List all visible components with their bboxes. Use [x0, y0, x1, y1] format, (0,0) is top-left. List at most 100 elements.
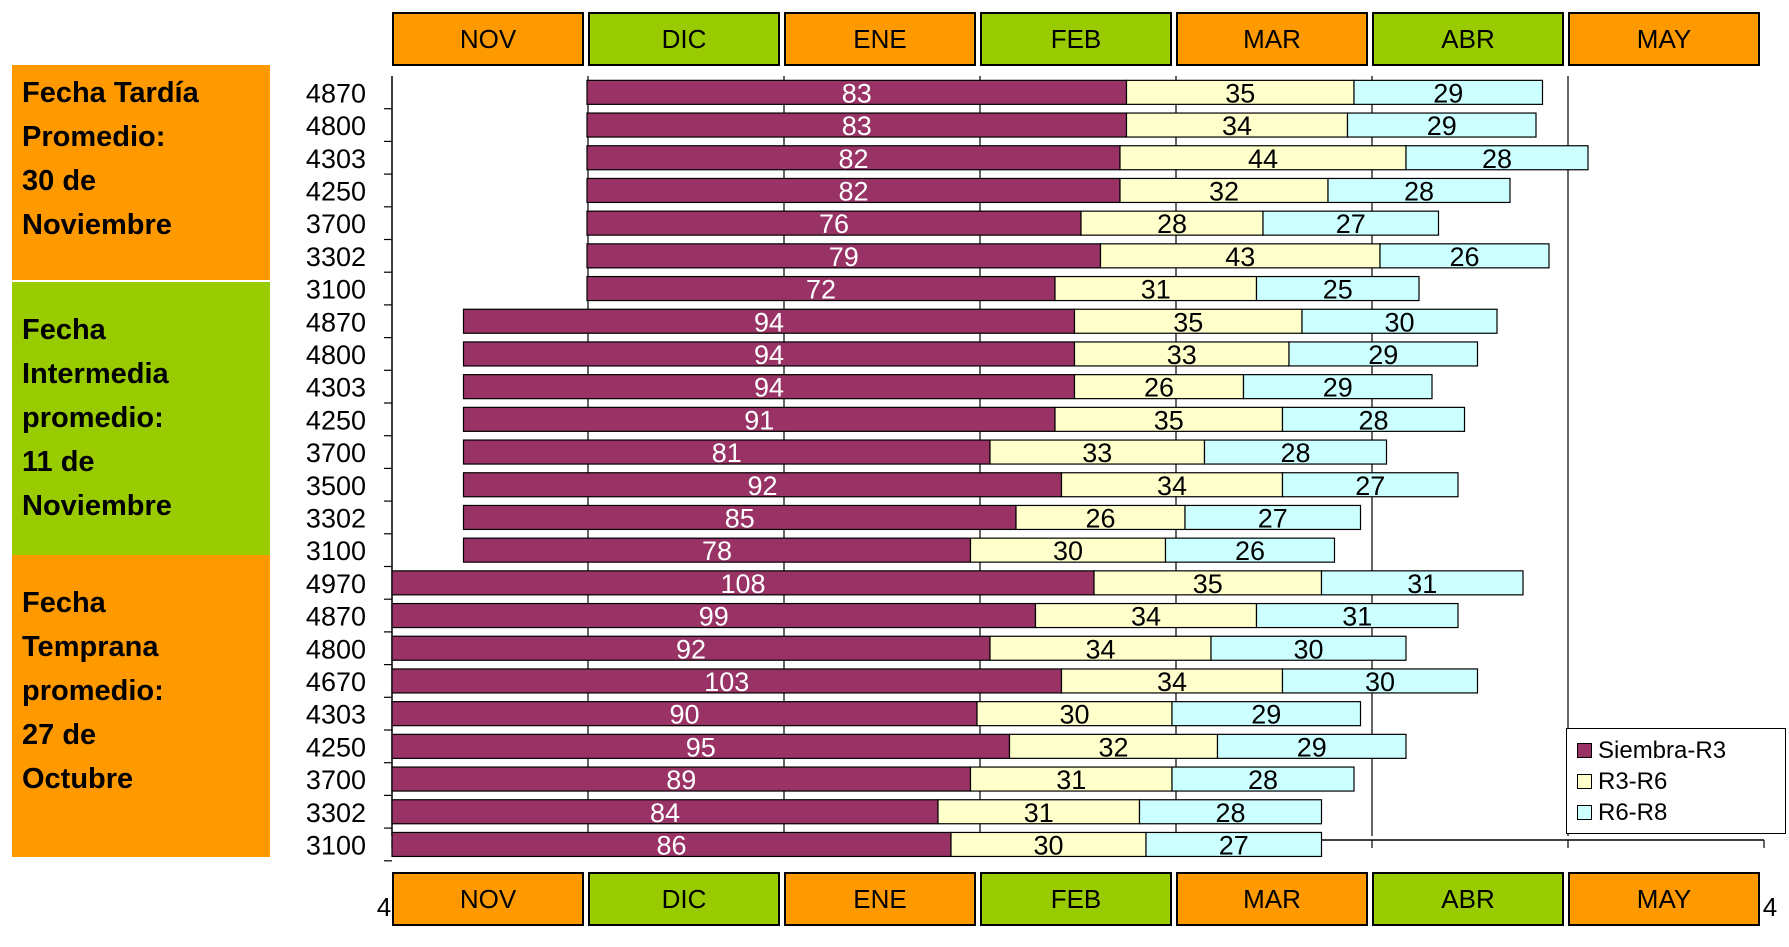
data-label: 99 — [699, 602, 729, 632]
data-label: 31 — [1141, 275, 1171, 305]
bar-segment — [462, 472, 1063, 498]
bar-segment — [950, 831, 1147, 858]
legend-swatch — [1577, 805, 1592, 820]
bar-segment — [462, 406, 1056, 432]
data-label: 28 — [1358, 405, 1388, 435]
bar-segment — [1073, 308, 1303, 334]
bar-segment — [1145, 831, 1323, 858]
data-label: 76 — [819, 209, 849, 239]
bar-segment — [391, 799, 939, 825]
group-label-line: 11 de — [22, 446, 95, 478]
legend-item: Siembra-R3 — [1577, 735, 1775, 766]
data-label: 35 — [1225, 78, 1255, 108]
data-label: 32 — [1209, 176, 1239, 206]
data-label: 30 — [1384, 307, 1414, 337]
category-label: 3302 — [306, 242, 366, 272]
bar-segment — [1281, 668, 1479, 694]
bar-segment — [1281, 406, 1466, 432]
bar-segment — [1405, 145, 1589, 171]
data-label: 34 — [1157, 471, 1187, 501]
data-label: 35 — [1154, 405, 1184, 435]
category-label: 4250 — [306, 405, 366, 435]
group-label-line: Promedio: — [22, 121, 166, 153]
data-label: 29 — [1368, 340, 1398, 370]
bar-segment — [1281, 472, 1459, 498]
bar-segment — [1125, 112, 1349, 138]
bar-segment — [1171, 701, 1362, 727]
legend-swatch — [1577, 774, 1592, 789]
legend-label: Siembra-R3 — [1598, 736, 1727, 764]
data-label: 34 — [1222, 111, 1252, 141]
data-label: 28 — [1215, 798, 1245, 828]
bar-segment — [1288, 341, 1479, 367]
bar-segment — [391, 668, 1063, 694]
month-footer-feb: FEB — [980, 872, 1172, 926]
legend-label: R3-R6 — [1598, 767, 1668, 795]
category-label: 4800 — [306, 634, 366, 664]
data-label: 28 — [1404, 176, 1434, 206]
bar-segment — [586, 177, 1121, 204]
category-label: 3302 — [306, 503, 366, 533]
bar-segment — [586, 210, 1082, 236]
bar-segment — [391, 570, 1095, 596]
group-label-line: Fecha — [22, 314, 106, 346]
bar-segment — [1171, 766, 1355, 792]
category-label: 4303 — [306, 700, 366, 730]
month-header-may: MAY — [1568, 12, 1760, 66]
data-label: 30 — [1053, 536, 1083, 566]
month-header-feb: FEB — [980, 12, 1172, 66]
bar-segment — [1099, 243, 1381, 269]
bar-segment — [462, 374, 1076, 400]
data-label: 26 — [1449, 242, 1479, 272]
bar-segment — [1125, 79, 1355, 105]
category-label: 4800 — [306, 111, 366, 141]
bar-segment — [1138, 799, 1323, 825]
data-label: 30 — [1059, 700, 1089, 730]
bar-segment — [1080, 210, 1264, 236]
data-label: 89 — [666, 765, 696, 795]
bar-segment — [1203, 439, 1388, 465]
data-label: 81 — [712, 438, 742, 468]
bar-segment — [1216, 733, 1407, 759]
bar-segment — [1210, 635, 1407, 661]
month-footer-abr: ABR — [1372, 872, 1564, 926]
month-footer-mar: MAR — [1176, 872, 1368, 926]
data-label: 32 — [1098, 732, 1128, 762]
category-label: 4870 — [306, 602, 366, 632]
legend-swatch — [1577, 743, 1592, 758]
legend-item: R6-R8 — [1577, 797, 1775, 828]
data-label: 31 — [1407, 569, 1437, 599]
data-label: 34 — [1131, 602, 1161, 632]
bar-segment — [1184, 504, 1362, 531]
month-footer-dic: DIC — [588, 872, 780, 926]
data-label: 94 — [754, 307, 784, 337]
bar-segment — [1054, 275, 1258, 302]
data-label: 35 — [1193, 569, 1223, 599]
category-label: 4303 — [306, 373, 366, 403]
data-label: 94 — [754, 340, 784, 370]
data-label: 30 — [1365, 667, 1395, 697]
month-header-ene: ENE — [784, 12, 976, 66]
bar-segment — [1093, 570, 1323, 596]
bar-segment — [1262, 210, 1440, 236]
group-label-line: Noviembre — [22, 209, 172, 241]
group-label-line: 30 de — [22, 165, 97, 197]
bar-segment — [391, 831, 952, 858]
bar-segment — [391, 701, 978, 727]
bar-segment — [1015, 504, 1186, 531]
data-label: 27 — [1219, 830, 1249, 860]
bar-segment — [1255, 275, 1420, 302]
data-label: 83 — [842, 111, 872, 141]
legend: Siembra-R3 R3-R6 R6-R8 — [1566, 728, 1786, 834]
data-label: 28 — [1157, 209, 1187, 239]
bar-segment — [462, 537, 972, 563]
data-label: 35 — [1173, 307, 1203, 337]
category-label: 4303 — [306, 144, 366, 174]
group-label-line: Octubre — [22, 763, 134, 795]
data-label: 84 — [650, 798, 680, 828]
legend-label: R6-R8 — [1598, 798, 1668, 826]
bar-segment — [1034, 602, 1258, 629]
data-label: 72 — [806, 275, 836, 305]
category-label: 3700 — [306, 209, 366, 239]
month-header-mar: MAR — [1176, 12, 1368, 66]
